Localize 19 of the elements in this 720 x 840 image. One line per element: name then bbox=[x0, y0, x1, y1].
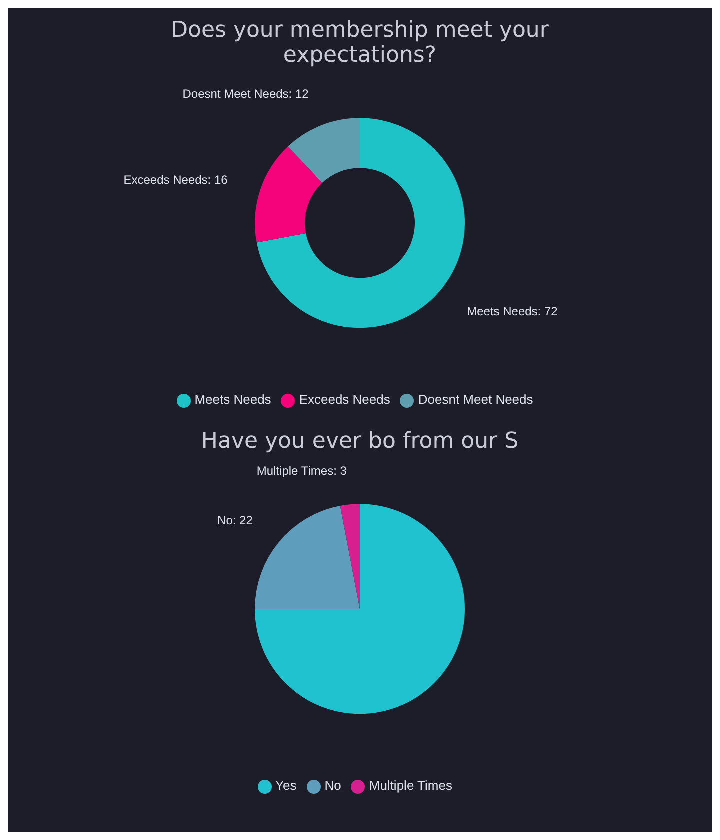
chart-title: Have you ever bo from our S bbox=[200, 428, 520, 454]
legend-label: Meets Needs bbox=[194, 392, 272, 408]
legend-label: Exceeds Needs bbox=[299, 392, 390, 408]
legend-label: Yes bbox=[276, 778, 297, 794]
legend-label: Multiple Times bbox=[369, 778, 452, 794]
pie-slice bbox=[340, 504, 360, 610]
data-label: Meets Needs: 72 bbox=[467, 304, 558, 319]
donut-slice bbox=[256, 118, 465, 328]
donut-slice bbox=[288, 118, 360, 184]
data-label: No: 22 bbox=[218, 514, 254, 528]
legend-label: No bbox=[324, 778, 342, 794]
legend-label: Doesnt Meet Needs bbox=[418, 392, 534, 408]
chart-title: Does your membership meet your expectations? bbox=[170, 17, 550, 68]
pie-slice bbox=[255, 506, 360, 610]
pie-slice bbox=[255, 504, 465, 714]
data-label: Multiple Times: 3 bbox=[256, 464, 348, 478]
data-label: Doesnt Meet Needs: 12 bbox=[182, 86, 310, 101]
data-label: Exceeds Needs: 16 bbox=[124, 173, 228, 188]
donut-slice bbox=[255, 146, 322, 243]
